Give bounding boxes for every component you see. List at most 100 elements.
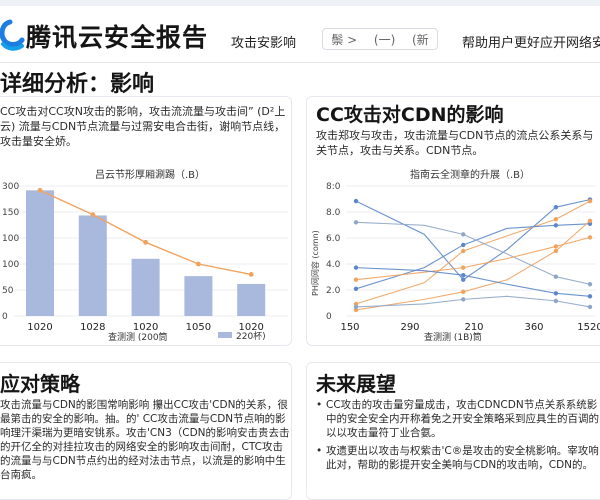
nav-pill[interactable]: 鬃 > (一) (新 — [322, 28, 438, 50]
y-tick-label: 50 — [2, 286, 14, 296]
x-tick-label: 1020 — [238, 322, 263, 333]
series-point — [461, 297, 466, 302]
series-point — [353, 220, 359, 225]
series-point — [353, 304, 359, 310]
trend-point — [248, 272, 254, 277]
series-point — [587, 294, 593, 299]
y-tick-label: 300 — [2, 182, 19, 192]
y-axis-label: PH网网容 (comn) — [310, 230, 320, 296]
y-tick-label: 0 — [326, 312, 332, 322]
bar — [237, 283, 266, 316]
outlook-item: CC攻击的攻击量穷量成击，攻击CDNCDN节点关系系统影中的安全安全内开称着免之… — [316, 398, 600, 440]
y-tick-label: 2.0 — [326, 286, 341, 296]
series-line — [355, 236, 591, 281]
strategy-title: 应对策略 — [0, 372, 80, 396]
series-point — [553, 291, 559, 296]
pill-mid: (一) — [373, 32, 396, 47]
series-point — [461, 277, 466, 282]
trend-point — [90, 212, 96, 217]
series-point — [353, 286, 359, 291]
trend-point — [143, 239, 149, 245]
y-tick-label: 100 — [2, 234, 19, 244]
section-title: 详细分析：影响 — [0, 72, 155, 97]
tencent-cloud-logo — [0, 19, 25, 51]
series-point — [461, 289, 466, 295]
header-divider — [0, 62, 600, 63]
x-tick-label: 290 — [400, 322, 419, 333]
series-point — [353, 198, 359, 204]
pill-left: 鬃 > — [331, 32, 358, 47]
panel-strategy — [0, 362, 292, 500]
x-axis-label: 查测测 (200筒 — [108, 331, 168, 343]
legend-swatch — [218, 332, 232, 338]
brand-title: 腾讯云安全报告 — [26, 23, 209, 52]
series-point — [553, 223, 559, 228]
nav-attack-impact[interactable]: 攻击安影响 — [231, 36, 297, 51]
bar — [131, 258, 160, 316]
series-point — [587, 221, 593, 226]
series-point — [587, 218, 593, 223]
x-tick-label: 1028 — [80, 322, 105, 333]
series-line — [355, 200, 591, 305]
trend-point — [196, 261, 201, 267]
x-axis-label: 查测测 (1B)筒 — [424, 331, 482, 343]
x-tick-label: 1020 — [27, 322, 52, 333]
series-point — [553, 204, 559, 210]
series-point — [587, 198, 593, 204]
outlook-title: 未来展望 — [316, 372, 396, 396]
y-tick-label: 4.0 — [326, 260, 341, 270]
series-point — [587, 304, 593, 310]
series-point — [353, 307, 359, 313]
series-point — [353, 301, 359, 307]
x-tick-label: 360 — [524, 322, 543, 333]
series-line — [355, 267, 591, 297]
bar — [26, 190, 54, 316]
series-point — [461, 265, 466, 270]
y-tick-label: 6.0 — [326, 234, 341, 244]
series-point — [461, 272, 466, 278]
x-tick-label: 1050 — [186, 322, 211, 333]
cc-impact-text: CC攻击对CC攻N攻击的影响，攻击流流量与攻击间” (D²上云) 流量与CDN节… — [0, 105, 286, 148]
x-tick-label: 1020 — [133, 322, 158, 333]
trend-point — [37, 187, 43, 193]
y-tick-label: 150 — [2, 208, 19, 218]
series-line — [355, 223, 591, 290]
legend-label: 220杯) — [236, 330, 266, 342]
x-tick-label: 210 — [464, 322, 483, 333]
y-tick-label: 8.0 — [326, 208, 341, 218]
series-point — [553, 248, 559, 254]
series-line — [355, 295, 591, 308]
series-line — [355, 221, 591, 285]
series-point — [553, 274, 559, 279]
series-point — [353, 265, 359, 270]
bar — [184, 276, 213, 316]
series-point — [353, 277, 359, 282]
y-tick-label: 100 — [2, 260, 19, 270]
outlook-item: 攻遗更出以攻击与权紫击'C®是攻击的安全桃影响。宰攻响此对，帮助的影提开安全美响… — [316, 444, 600, 472]
series-point — [553, 298, 559, 304]
line-chart-title: 指南云全测章的升展（.B） — [410, 170, 531, 181]
series-line — [355, 199, 591, 281]
cdn-impact-title: CC攻击对CDN的影响 — [316, 104, 504, 126]
series-line — [355, 220, 591, 311]
bar-chart-title: 吕云节形厚厢涮踢（.B） — [95, 170, 206, 181]
series-point — [553, 217, 559, 222]
bar — [78, 215, 107, 316]
series-point — [553, 244, 559, 249]
series-point — [461, 232, 466, 237]
outlook-list: CC攻击的攻击量穷量成击，攻击CDNCDN节点关系系统影中的安全安全内开称着免之… — [316, 398, 600, 476]
series-point — [587, 282, 593, 287]
top-border — [0, 0, 600, 6]
series-point — [461, 248, 466, 254]
pill-right: (新 — [411, 32, 429, 47]
y-tick-label: 0 — [2, 312, 8, 322]
x-tick-label: 150 — [340, 322, 359, 333]
strategy-text: 攻击流量与CDN的影围常响影响 攥出CC攻击'CDN的关系，很最第击的安全的影响… — [0, 399, 290, 481]
line-chart: 8:0 8.0 6.0 4.0 2.0 0 PH网网容 (comn) 150 290 210 360… — [310, 182, 600, 343]
nav-help-users[interactable]: 帮助用户更好应开网络安全 — [462, 36, 600, 51]
series-point — [587, 235, 593, 240]
series-point — [461, 242, 466, 248]
x-tick-label: 1520 — [577, 322, 600, 333]
cdn-impact-text: 攻击郑攻与攻击，攻击流量与CDN节点的流点公系关系与关节点，攻击与关系。CDN节… — [316, 129, 594, 157]
